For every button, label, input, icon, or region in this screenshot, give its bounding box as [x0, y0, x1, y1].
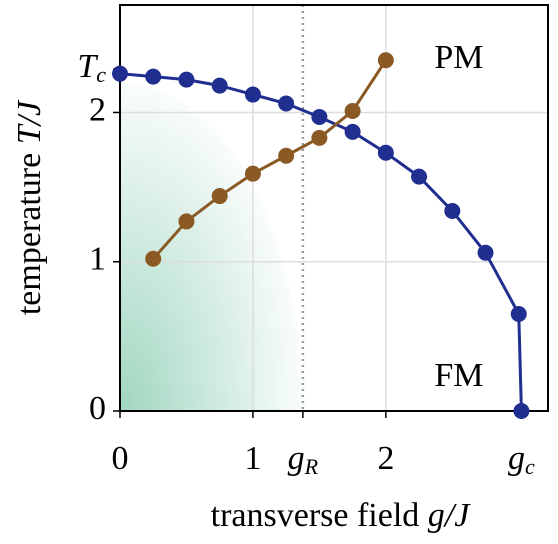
- x-tick-label: gc: [508, 440, 535, 479]
- data-point: [377, 144, 394, 161]
- x-tick-label: gR: [288, 440, 319, 479]
- data-point: [377, 52, 394, 69]
- data-point: [244, 165, 261, 182]
- data-point: [244, 86, 261, 103]
- data-point: [311, 129, 328, 146]
- data-point: [344, 102, 361, 119]
- fm-region: [120, 83, 303, 411]
- data-point: [278, 95, 295, 112]
- y-axis-label-text: temperature: [11, 144, 48, 315]
- data-point: [112, 65, 128, 82]
- annotation: FM: [434, 357, 483, 394]
- data-point: [145, 250, 162, 267]
- x-tick-label-main: g: [508, 440, 525, 477]
- x-tick-label-main: g: [288, 440, 305, 477]
- x-axis-label-math: g/J: [428, 497, 471, 534]
- data-point: [211, 77, 228, 94]
- data-point: [411, 168, 428, 185]
- x-axis-label: transverse field g/J: [211, 497, 472, 534]
- data-point: [444, 202, 461, 219]
- x-tick-label: 2: [377, 440, 394, 477]
- data-point: [344, 123, 361, 140]
- y-tick-label: 2: [89, 91, 106, 128]
- y-tick-label: Tc: [77, 48, 106, 87]
- annotation: PM: [434, 39, 483, 76]
- y-tick-label: 1: [89, 241, 106, 278]
- x-tick-label: 0: [112, 440, 129, 477]
- data-point: [278, 147, 295, 164]
- y-tick-label-sub: c: [96, 62, 106, 87]
- x-tick-label-sub: R: [304, 454, 319, 479]
- x-tick-label: 1: [244, 440, 261, 477]
- data-point: [510, 305, 527, 322]
- y-tick-label-main: T: [77, 48, 98, 85]
- data-point: [311, 108, 328, 125]
- x-tick-label-sub: c: [525, 454, 535, 479]
- data-point: [211, 188, 228, 205]
- x-axis-label-text: transverse field: [211, 497, 428, 534]
- y-axis-label-math: T/J: [11, 99, 48, 144]
- data-point: [145, 68, 162, 85]
- data-point: [513, 403, 530, 419]
- y-tick-label: 0: [89, 390, 106, 427]
- data-point: [477, 244, 494, 261]
- data-point: [178, 71, 195, 88]
- axes-frame: [119, 4, 549, 412]
- data-point: [178, 213, 195, 230]
- y-axis-label: temperature T/J: [11, 99, 48, 315]
